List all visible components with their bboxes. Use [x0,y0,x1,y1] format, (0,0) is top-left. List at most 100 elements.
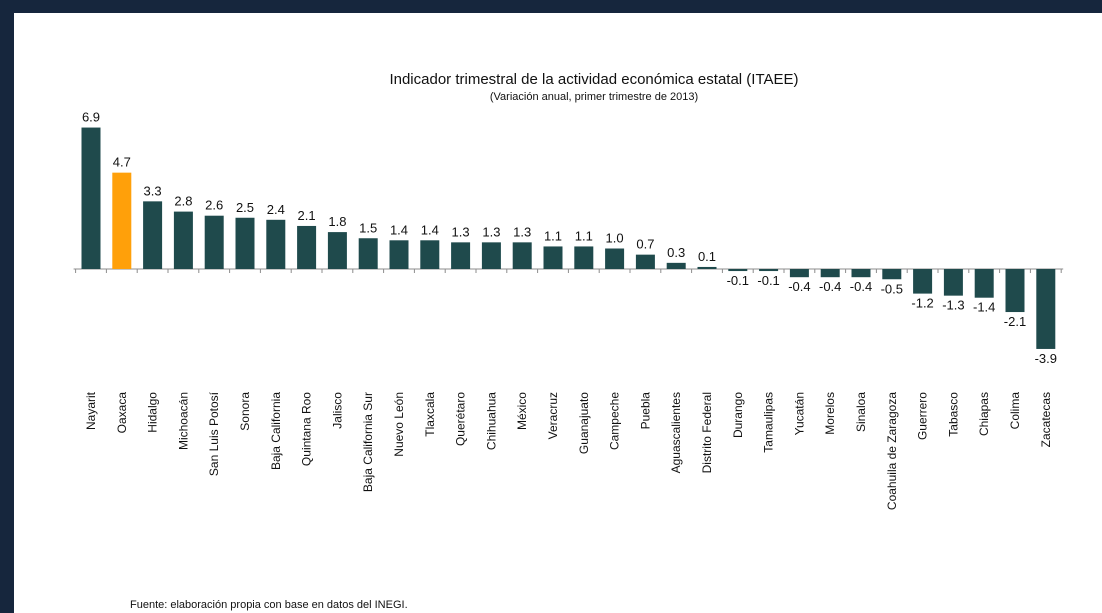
bar-1 [112,172,132,269]
category-label: Veracruz [546,392,560,439]
category-label: Chihuahua [484,392,498,450]
bar-10 [389,240,409,269]
category-label: México [515,392,529,430]
bar-25 [851,269,871,278]
category-label: Sonora [238,392,252,431]
category-label: Baja California Sur [361,392,375,492]
bar-12 [451,242,471,269]
category-label: Distrito Federal [700,392,714,473]
bar-30 [1005,269,1025,313]
bar-19 [666,262,686,269]
category-label: Quintana Roo [300,392,314,466]
value-label: 2.8 [174,194,192,209]
value-label: 1.4 [421,222,439,237]
value-label: -1.4 [973,300,995,315]
bar-8 [327,232,347,269]
value-label: -0.1 [757,273,779,288]
category-label: Oaxaca [115,392,129,434]
value-label: 0.7 [636,237,654,252]
bar-2 [143,201,163,269]
value-label: -1.3 [942,298,964,313]
bar-20 [697,266,717,269]
category-label: Durango [731,392,745,438]
chart-subtitle: (Variación anual, primer trimestre de 20… [489,91,699,103]
bar-chart: 6.9 Nayarit 4.7 Oaxaca 3.3 Hidalgo 2.8 Michoacá… [73,110,1064,510]
category-label: Guanajuato [577,392,591,454]
category-label: Zacatecas [1039,392,1053,447]
bar-14 [512,242,532,269]
value-label: 1.1 [544,228,562,243]
value-label: -3.9 [1035,351,1057,366]
category-label: Tlaxcala [423,392,437,437]
value-label: 1.5 [359,220,377,235]
category-label: Yucatán [792,392,806,435]
bar-23 [789,269,809,278]
category-label: Chiapas [977,392,991,436]
category-label: Jalisco [330,392,344,429]
value-label: 1.1 [575,228,593,243]
value-label: -0.1 [727,273,749,288]
category-label: Guerrero [916,392,930,440]
bar-29 [974,269,994,298]
value-label: 1.3 [452,224,470,239]
value-label: -0.5 [881,281,903,296]
value-label: -0.4 [788,279,810,294]
bar-17 [605,248,625,269]
category-label: Tamaulipas [762,392,776,453]
value-label: 4.7 [113,155,131,170]
value-label: 1.3 [482,224,500,239]
category-label: Campeche [608,392,622,450]
value-label: 2.4 [267,202,285,217]
chart-panel: Indicador trimestral de la actividad eco… [14,13,1102,613]
category-label: Aguascalientes [669,392,683,473]
category-label: Baja California [269,392,283,470]
bar-0 [81,127,101,269]
source-note: Fuente: elaboración propia con base en d… [130,599,408,611]
value-label: 6.9 [82,110,100,125]
category-label: Colima [1008,392,1022,430]
value-label: 1.0 [606,231,624,246]
value-label: -1.2 [911,296,933,311]
bar-26 [882,269,902,280]
category-label: Tabasco [946,392,960,437]
category-label: Nuevo León [392,392,406,457]
category-label: Michoacán [176,392,190,450]
category-label: Querétaro [454,392,468,446]
bar-16 [574,246,594,269]
bar-21 [728,269,748,272]
bar-31 [1036,269,1056,349]
category-label: San Luis Potosí [207,391,221,476]
bar-4 [204,215,224,269]
value-label: 0.3 [667,245,685,260]
bar-24 [820,269,840,278]
value-label: 2.6 [205,198,223,213]
bar-28 [943,269,963,296]
bar-15 [543,246,563,269]
value-label: 2.1 [298,208,316,223]
bar-13 [481,242,501,269]
value-label: -0.4 [819,279,841,294]
bar-3 [173,211,193,269]
value-label: 3.3 [144,183,162,198]
category-label: Sinaloa [854,392,868,432]
category-label: Nayarit [84,391,98,430]
category-label: Coahuila de Zaragoza [885,392,899,510]
category-label: Puebla [638,392,652,430]
bar-9 [358,238,378,269]
value-label: 0.1 [698,249,716,264]
bar-27 [913,269,933,294]
category-label: Morelos [823,392,837,435]
bar-22 [759,269,779,272]
bar-7 [297,225,317,269]
category-label: Hidalgo [146,392,160,433]
value-label: 1.8 [328,214,346,229]
value-label: 1.4 [390,222,408,237]
bar-11 [420,240,440,269]
value-label: 1.3 [513,224,531,239]
value-label: -2.1 [1004,314,1026,329]
value-label: -0.4 [850,279,872,294]
bar-6 [266,219,286,269]
bar-18 [635,254,655,269]
value-label: 2.5 [236,200,254,215]
chart-title: Indicador trimestral de la actividad eco… [389,71,799,88]
